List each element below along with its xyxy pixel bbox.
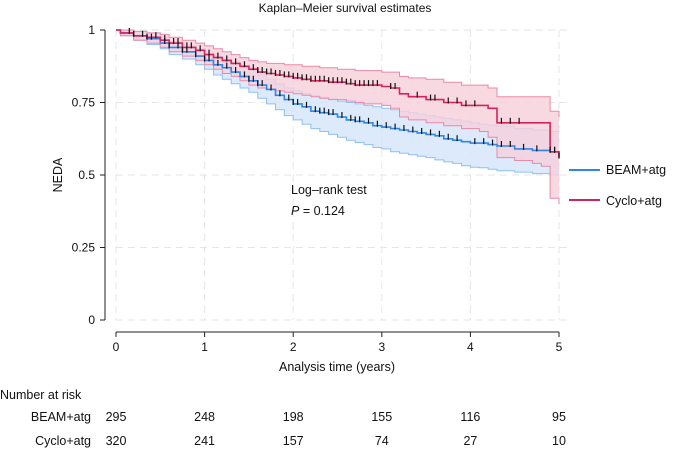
- logrank-label: Log–rank test: [291, 183, 367, 197]
- x-tick-label: 2: [290, 340, 297, 354]
- x-axis-ticks: 0 1 2 3 4 5: [113, 332, 563, 354]
- risk-value: 248: [194, 410, 215, 424]
- risk-value: 95: [552, 410, 566, 424]
- p-value: = 0.124: [299, 204, 345, 218]
- ci-lower-cyclo: [116, 29, 560, 204]
- risk-value: 10: [552, 434, 566, 448]
- x-tick-label: 1: [201, 340, 208, 354]
- ci-lower-beam: [116, 29, 559, 176]
- risk-row-label: BEAM+atg: [31, 410, 91, 424]
- y-tick-label: 0: [88, 313, 95, 327]
- y-tick-label: 0.25: [72, 241, 96, 255]
- x-axis-title: Analysis time (years): [279, 360, 395, 374]
- risk-row-label: Cyclo+atg: [35, 434, 91, 448]
- risk-value: 116: [460, 410, 480, 424]
- x-tick-label: 4: [467, 340, 474, 354]
- legend: BEAM+atg Cyclo+atg: [569, 163, 666, 208]
- x-tick-label: 0: [113, 340, 120, 354]
- y-tick-label: 0.75: [72, 96, 96, 110]
- p-value-text: P = 0.124: [291, 204, 345, 218]
- p-symbol: P: [291, 204, 300, 218]
- risk-value: 241: [194, 434, 215, 448]
- risk-value: 320: [106, 434, 127, 448]
- risk-value: 155: [371, 410, 392, 424]
- gridlines: [115, 29, 571, 321]
- risk-value: 74: [375, 434, 389, 448]
- risk-value: 198: [283, 410, 304, 424]
- censor-marks: [128, 27, 560, 159]
- x-tick-label: 5: [556, 340, 563, 354]
- risk-value: 157: [283, 434, 304, 448]
- x-tick-label: 3: [378, 340, 385, 354]
- y-axis-title: NEDA: [51, 157, 65, 192]
- risk-value: 27: [463, 434, 477, 448]
- risk-table-values: 295 248 198 155 116 95 320 241 157 74 27 10: [106, 410, 566, 448]
- chart-title: Kaplan–Meier survival estimates: [259, 1, 432, 15]
- ci-upper-cyclo: [116, 29, 560, 117]
- y-axis-ticks: 0 0.25 0.5 0.75 1: [72, 23, 105, 327]
- risk-table-header: Number at risk: [0, 388, 82, 402]
- risk-value: 295: [106, 410, 127, 424]
- legend-label-beam: BEAM+atg: [606, 163, 666, 177]
- y-tick-label: 0.5: [78, 168, 95, 182]
- y-tick-label: 1: [88, 23, 95, 37]
- legend-label-cyclo: Cyclo+atg: [606, 194, 662, 208]
